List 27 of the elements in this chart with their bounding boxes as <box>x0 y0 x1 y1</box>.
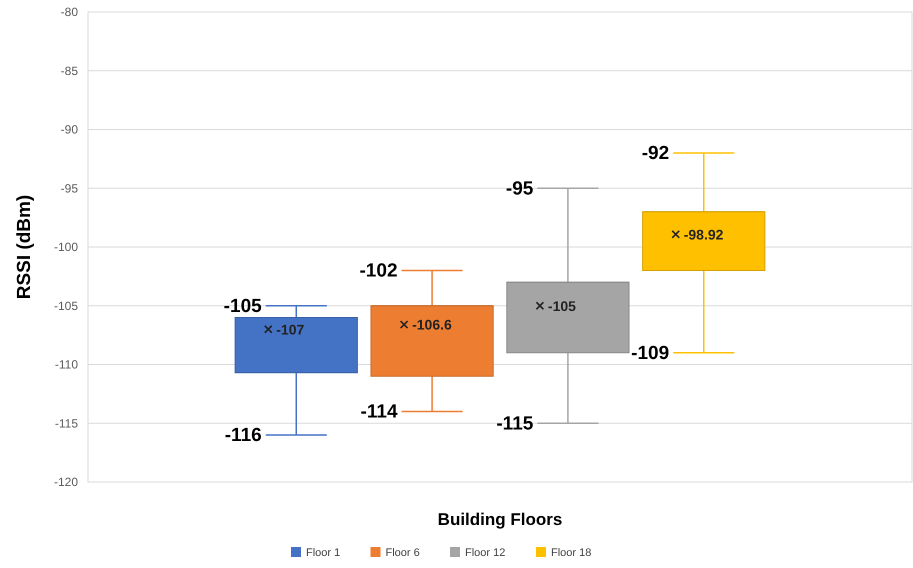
y-tick-label: -105 <box>54 298 78 313</box>
annotation: -102 <box>359 260 398 282</box>
annotation: -109 <box>631 342 670 364</box>
y-tick-label: -115 <box>54 416 78 430</box>
annotation: -98.92 <box>684 226 724 242</box>
annotation: -116 <box>224 425 262 446</box>
y-tick-label: -110 <box>54 358 78 372</box>
y-tick-label: -95 <box>60 181 78 196</box>
y-tick-label: -85 <box>60 64 78 78</box>
annotation: -114 <box>360 402 398 422</box>
y-tick-label: -120 <box>54 475 78 489</box>
annotation: -105 <box>548 298 576 314</box>
legend-label: Floor 18 <box>551 547 592 559</box>
legend-label: Floor 12 <box>465 547 506 559</box>
y-tick-label: -80 <box>60 5 78 19</box>
annotation: -106.6 <box>412 316 452 333</box>
annotation: -107 <box>276 321 304 338</box>
annotation: -115 <box>496 413 534 434</box>
y-tick-label: -100 <box>54 240 78 254</box>
annotation: -105 <box>224 296 262 317</box>
x-axis-title: Building Floors <box>438 510 562 529</box>
annotation: -95 <box>506 178 534 200</box>
legend-label: Floor 1 <box>306 547 340 559</box>
annotation: -92 <box>642 143 670 164</box>
legend-label: Floor 6 <box>386 547 420 559</box>
y-axis-title: RSSI (dBm) <box>14 194 35 300</box>
y-tick-label: -90 <box>60 122 78 136</box>
